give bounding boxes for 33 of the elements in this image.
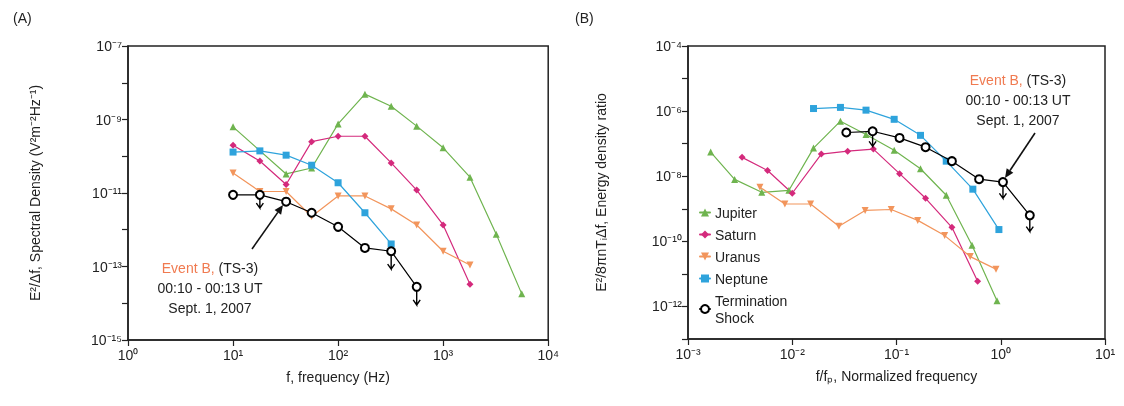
legend-label: Neptune [715,270,769,287]
x-tick-label: 10³ [433,347,454,363]
y-tick-label: 10⁻¹¹ [92,185,123,201]
legend-label: Uranus [715,248,761,265]
x-tick-label: 10⁴ [537,347,559,363]
x-tick-label: 10⁻³ [675,346,701,362]
y-tick-label: 10⁻⁶ [655,103,682,120]
x-axis-title: f, frequency (Hz) [286,369,390,385]
y-tick-label: 10⁻⁹ [95,111,122,128]
x-tick-label: 10⁻¹ [883,346,910,362]
legend-label: Saturn [715,226,757,243]
y-tick-label: 10⁻¹⁰ [651,233,682,250]
chart-title: (B) [575,10,594,26]
annotation: Event B, (TS-3) 00:10 - 00:13 UT Sept. 1, 2007 [965,72,1071,128]
x-tick-label: 10⁻² [779,346,806,362]
y-tick-label: 10⁻¹² [652,298,683,315]
x-tick-label: 10⁰ [990,346,1012,362]
legend-label: Jupiter [715,204,758,221]
x-tick-label: 10² [327,347,349,363]
chart-title: (A) [13,10,32,26]
legend-label: Termination Shock [715,292,792,326]
y-tick-label: 10⁻⁴ [655,38,682,54]
y-tick-label: 10⁻¹⁵ [90,332,122,348]
x-tick-label: 10¹ [222,347,244,363]
x-tick-label: 10¹ [1094,346,1116,362]
y-tick-label: 10⁻⁷ [96,38,122,54]
y-axis-title: E²/8πnTᵢΔf, Energy density ratio [593,92,609,292]
x-axis-title: f/fₚ, Normalized frequency [815,368,978,385]
annotation: Event B, (TS-3) 00:10 - 00:13 UT Sept. 1, 2007 [157,260,263,316]
y-tick-label: 10⁻¹³ [92,258,123,275]
x-tick-label: 10⁰ [117,347,139,363]
y-tick-label: 10⁻⁸ [655,168,683,185]
y-axis-title: E²/Δf, Spectral Density (V²m⁻²Hz⁻¹) [27,84,43,302]
